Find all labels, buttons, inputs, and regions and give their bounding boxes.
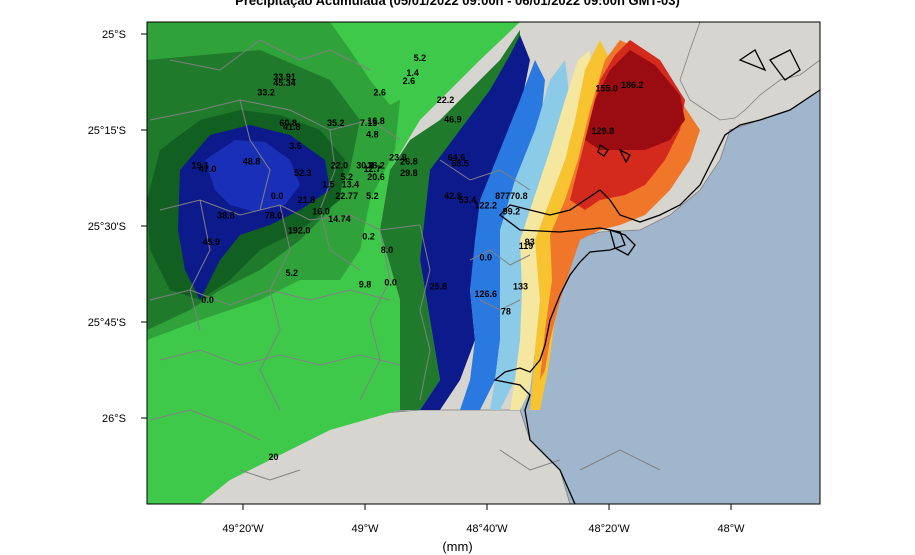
station-value: 7.15 xyxy=(360,118,378,128)
unit-label: (mm) xyxy=(442,539,473,554)
station-value: 0.2 xyxy=(362,231,375,241)
station-value: 155.0 xyxy=(595,84,618,94)
station-value: 58.5 xyxy=(451,158,469,168)
station-value: 52.3 xyxy=(294,168,312,178)
station-value: 14.74 xyxy=(328,214,351,224)
station-value: 33.2 xyxy=(257,87,275,97)
station-value: 22.0 xyxy=(331,160,349,170)
station-value: 78.0 xyxy=(265,210,283,220)
station-value: 9.8 xyxy=(359,279,372,289)
station-value: 5.2 xyxy=(366,191,379,201)
station-value: 16.0 xyxy=(312,206,330,216)
station-value: 1.4 xyxy=(406,68,419,78)
station-value: 53.4 xyxy=(459,195,477,205)
lon-tick-label: 48°W xyxy=(718,523,746,535)
station-value: 26.8 xyxy=(400,157,418,167)
station-value: 19.1 xyxy=(192,160,210,170)
station-value: 8.0 xyxy=(381,245,394,255)
station-value: 45.9 xyxy=(202,237,220,247)
lon-tick-label: 48°20'W xyxy=(588,523,630,535)
station-value: 38.8 xyxy=(217,210,235,220)
lat-axis: 25°S 25°15'S 25°30'S 25°45'S 26°S xyxy=(88,29,147,425)
station-value: 60.8 xyxy=(279,118,297,128)
station-value: 3.6 xyxy=(289,141,302,151)
station-value: 30.8 xyxy=(356,160,374,170)
station-value: 2.6 xyxy=(403,76,416,86)
station-value: 25.8 xyxy=(429,281,447,291)
station-value: 48.8 xyxy=(243,157,261,167)
station-value: 22.77 xyxy=(335,191,358,201)
lat-tick-label: 26°S xyxy=(102,413,126,425)
lat-tick-label: 25°S xyxy=(102,29,126,41)
station-value: 33.91 xyxy=(273,72,296,82)
lon-tick-label: 49°20'W xyxy=(222,523,264,535)
map-frame xyxy=(146,21,821,505)
shade-light-green-band xyxy=(147,280,340,395)
station-value: 5.2 xyxy=(414,53,427,63)
shade-blue-west xyxy=(205,140,300,212)
station-value: 21.8 xyxy=(298,195,316,205)
station-value: 23.8 xyxy=(389,153,407,163)
station-value: 12.7 xyxy=(364,164,382,174)
station-value: 133 xyxy=(513,281,528,291)
map-title: Precipitação Acumulada (05/01/2022 09:00… xyxy=(235,0,680,8)
station-value: 126.6 xyxy=(475,289,498,299)
lat-tick-label: 25°30'S xyxy=(88,221,126,233)
station-value: 129.8 xyxy=(592,126,615,136)
station-value: 0.0 xyxy=(201,295,214,305)
shade-dark-green-east xyxy=(380,30,520,410)
station-value: 1.5 xyxy=(322,180,335,190)
station-value: 64.6 xyxy=(448,153,466,163)
station-value: 20.6 xyxy=(367,172,385,182)
station-value: 0.0 xyxy=(384,278,397,288)
lon-tick-label: 49°W xyxy=(351,523,379,535)
station-value: 0.0 xyxy=(271,191,284,201)
station-value: 16.8 xyxy=(367,116,385,126)
station-value: 22.2 xyxy=(437,95,455,105)
station-value: 46.9 xyxy=(444,114,462,124)
station-value: 87770.8 xyxy=(495,191,528,201)
station-value: 0.0 xyxy=(480,253,493,263)
shade-navy-east xyxy=(420,35,530,410)
station-value: 41.8 xyxy=(283,122,301,132)
lon-axis: 49°20'W 49°W 48°40'W 48°20'W 48°W xyxy=(222,504,745,535)
station-value: 78 xyxy=(501,306,511,316)
station-value: 192.0 xyxy=(288,226,311,236)
station-value: 99.2 xyxy=(503,206,521,216)
shade-dark-red xyxy=(585,50,685,150)
land-northeast xyxy=(679,22,820,121)
station-value: 186.2 xyxy=(621,80,644,90)
lon-tick-label: 48°40'W xyxy=(466,523,508,535)
map-body xyxy=(147,22,820,504)
station-value: 122.2 xyxy=(475,201,498,211)
coastline xyxy=(493,49,820,504)
lat-tick-label: 25°45'S xyxy=(88,317,126,329)
shade-light-green-north xyxy=(330,22,470,105)
station-value: 42.8 xyxy=(444,191,462,201)
station-value: 13.4 xyxy=(342,180,360,190)
lat-tick-label: 25°15'S xyxy=(88,125,126,137)
station-value: 2.6 xyxy=(373,87,386,97)
station-value: 119 xyxy=(519,241,534,251)
station-value: 47.0 xyxy=(199,164,217,174)
station-value: 29.8 xyxy=(400,168,418,178)
station-value: 20 xyxy=(268,452,278,462)
municipal-boundaries xyxy=(149,39,661,481)
station-value: 5.2 xyxy=(340,172,353,182)
station-value: 45.34 xyxy=(273,78,296,88)
station-value: 38.2 xyxy=(367,160,385,170)
station-value: 93 xyxy=(525,237,535,247)
station-value: 4.8 xyxy=(366,130,379,140)
station-value: 35.2 xyxy=(327,118,345,128)
station-value: 5.2 xyxy=(286,268,299,278)
